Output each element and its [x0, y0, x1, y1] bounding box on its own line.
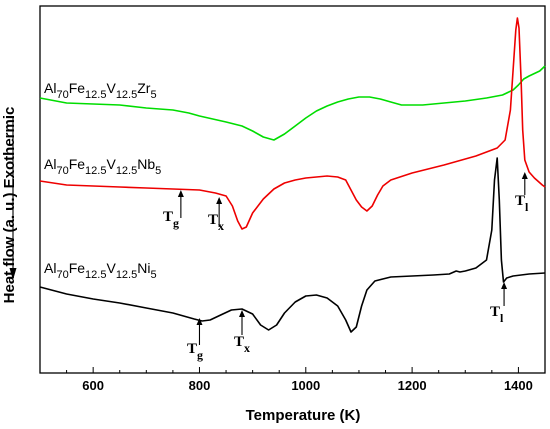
plot-frame: [39, 5, 546, 374]
x-tick-label: 1200: [398, 378, 427, 393]
annotation-label-tg-ni: Tg: [187, 341, 203, 362]
x-tick-label: 800: [189, 378, 211, 393]
series-line-nb: [39, 17, 546, 230]
annotation-arrowhead: [501, 282, 508, 289]
exothermic-arrowhead: [9, 268, 17, 280]
annotation-arrowhead: [521, 172, 528, 179]
series-line-zr: [39, 65, 546, 141]
series-label-ni: Al70Fe12.5V12.5Ni5: [44, 260, 157, 281]
series-line-ni: [39, 157, 546, 333]
series-label-layer: Al70Fe12.5V12.5Zr5 Al70Fe12.5V12.5Nb5 Al70…: [44, 80, 161, 281]
series-label-nb: Al70Fe12.5V12.5Nb5: [44, 156, 161, 177]
annotation-label-tl-nb: Tl: [515, 193, 529, 214]
x-tick-label: 600: [82, 378, 104, 393]
x-axis-ticks: [39, 367, 546, 373]
series-label-zr: Al70Fe12.5V12.5Zr5: [44, 80, 157, 101]
x-tick-label: 1400: [504, 378, 533, 393]
exothermic-arrow: [9, 118, 17, 280]
x-axis-tick-labels: 600 800 1000 1200 1400: [82, 378, 533, 393]
annotation-label-tx-nb: Tx: [208, 212, 224, 233]
annotation-label-tl-ni: Tl: [490, 304, 504, 325]
annotation-label-tx-ni: Tx: [234, 334, 250, 355]
plot-border: [39, 5, 546, 374]
x-tick-label: 1000: [291, 378, 320, 393]
annotation-arrowhead: [239, 310, 245, 317]
annotation-arrowhead: [216, 197, 223, 204]
annotation-layer: Tg Tx Tl Tg Tx Tl: [163, 172, 529, 362]
series-layer: [39, 17, 546, 333]
annotation-arrowhead: [196, 318, 203, 325]
x-axis-title: Temperature (K): [246, 407, 361, 424]
annotation-label-tg-nb: Tg: [163, 209, 179, 230]
y-axis-title: Heat flow (a. u.) Exothermic: [1, 107, 18, 304]
annotation-arrowhead: [177, 190, 184, 197]
